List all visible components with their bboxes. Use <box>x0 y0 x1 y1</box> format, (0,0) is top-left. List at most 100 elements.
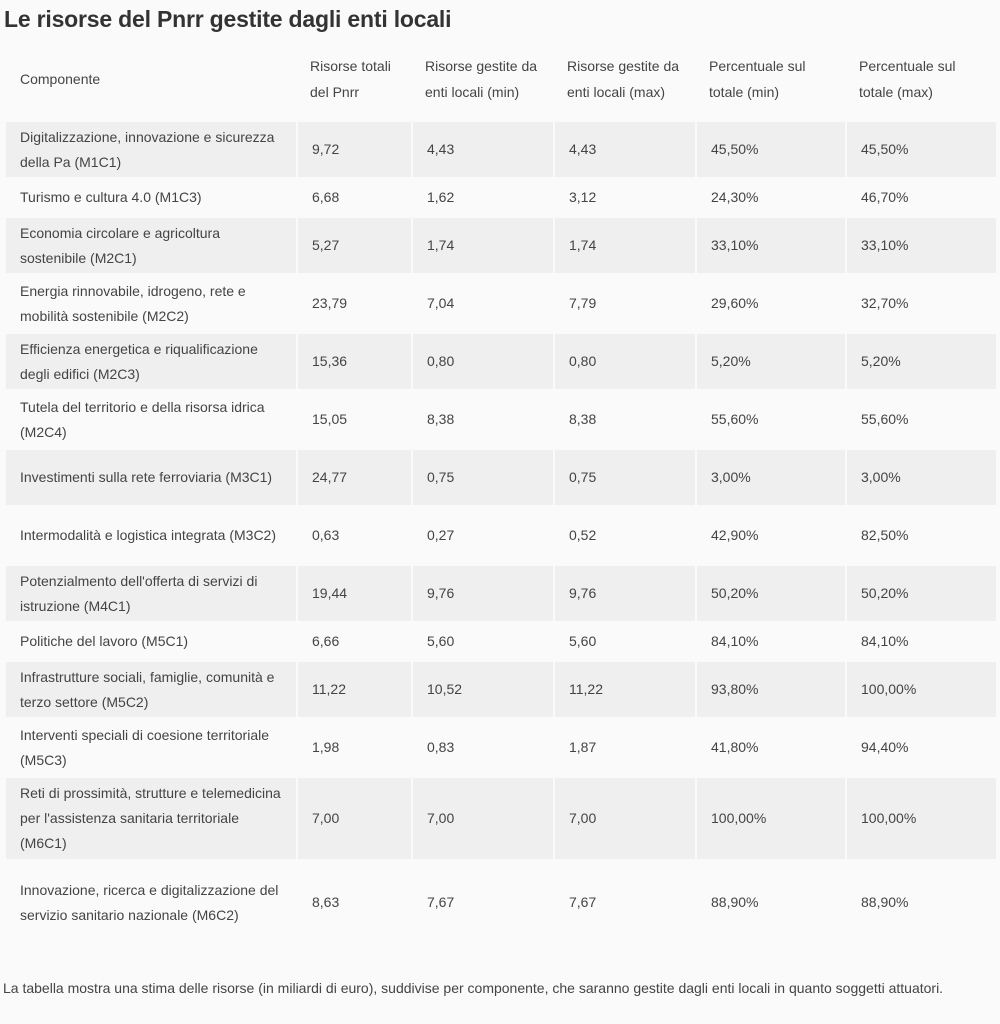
cell-risorse-totali: 11,22 <box>296 659 411 717</box>
cell-percentuale-min: 84,10% <box>695 621 845 659</box>
cell-risorse-max: 9,76 <box>553 563 695 621</box>
cell-componente: Intermodalità e logistica integrata (M3C… <box>6 505 296 563</box>
cell-percentuale-min: 88,90% <box>695 859 845 943</box>
cell-risorse-min: 1,74 <box>411 215 553 273</box>
cell-componente: Potenzialmento dell'offerta di servizi d… <box>6 563 296 621</box>
cell-percentuale-max: 100,00% <box>845 775 996 859</box>
cell-percentuale-max: 32,70% <box>845 273 996 331</box>
resources-table: Componente Risorse totali del Pnrr Risor… <box>6 38 996 943</box>
cell-risorse-totali: 8,63 <box>296 859 411 943</box>
cell-componente: Investimenti sulla rete ferroviaria (M3C… <box>6 447 296 505</box>
table-row: Interventi speciali di coesione territor… <box>6 717 996 775</box>
cell-percentuale-min: 50,20% <box>695 563 845 621</box>
table-row: Intermodalità e logistica integrata (M3C… <box>6 505 996 563</box>
cell-risorse-min: 8,38 <box>411 389 553 447</box>
cell-percentuale-max: 55,60% <box>845 389 996 447</box>
cell-percentuale-min: 55,60% <box>695 389 845 447</box>
cell-percentuale-min: 41,80% <box>695 717 845 775</box>
cell-percentuale-min: 33,10% <box>695 215 845 273</box>
cell-risorse-min: 7,04 <box>411 273 553 331</box>
cell-componente: Energia rinnovabile, idrogeno, rete e mo… <box>6 273 296 331</box>
page-title: Le risorse del Pnrr gestite dagli enti l… <box>4 6 452 32</box>
cell-risorse-totali: 9,72 <box>296 119 411 177</box>
cell-risorse-totali: 0,63 <box>296 505 411 563</box>
cell-percentuale-min: 3,00% <box>695 447 845 505</box>
cell-componente: Infrastrutture sociali, famiglie, comuni… <box>6 659 296 717</box>
cell-risorse-min: 0,83 <box>411 717 553 775</box>
cell-risorse-max: 4,43 <box>553 119 695 177</box>
cell-percentuale-max: 82,50% <box>845 505 996 563</box>
cell-risorse-min: 7,00 <box>411 775 553 859</box>
cell-risorse-max: 7,00 <box>553 775 695 859</box>
cell-percentuale-max: 5,20% <box>845 331 996 389</box>
cell-risorse-min: 9,76 <box>411 563 553 621</box>
cell-componente: Economia circolare e agricoltura sosteni… <box>6 215 296 273</box>
cell-componente: Efficienza energetica e riqualificazione… <box>6 331 296 389</box>
cell-risorse-max: 1,74 <box>553 215 695 273</box>
cell-percentuale-min: 100,00% <box>695 775 845 859</box>
cell-componente: Reti di prossimità, strutture e telemedi… <box>6 775 296 859</box>
cell-componente: Interventi speciali di coesione territor… <box>6 717 296 775</box>
cell-percentuale-min: 42,90% <box>695 505 845 563</box>
cell-risorse-totali: 7,00 <box>296 775 411 859</box>
cell-risorse-totali: 6,66 <box>296 621 411 659</box>
cell-percentuale-max: 50,20% <box>845 563 996 621</box>
cell-risorse-min: 4,43 <box>411 119 553 177</box>
cell-componente: Turismo e cultura 4.0 (M1C3) <box>6 177 296 215</box>
cell-risorse-min: 0,27 <box>411 505 553 563</box>
cell-percentuale-min: 93,80% <box>695 659 845 717</box>
cell-risorse-min: 7,67 <box>411 859 553 943</box>
table-row: Infrastrutture sociali, famiglie, comuni… <box>6 659 996 717</box>
cell-risorse-max: 0,80 <box>553 331 695 389</box>
table-row: Digitalizzazione, innovazione e sicurezz… <box>6 119 996 177</box>
table-row: Innovazione, ricerca e digitalizzazione … <box>6 859 996 943</box>
header-risorse-min: Risorse gestite da enti locali (min) <box>425 57 538 100</box>
cell-risorse-totali: 6,68 <box>296 177 411 215</box>
cell-percentuale-max: 33,10% <box>845 215 996 273</box>
cell-percentuale-max: 84,10% <box>845 621 996 659</box>
table-row: Tutela del territorio e della risorsa id… <box>6 389 996 447</box>
cell-percentuale-max: 94,40% <box>845 717 996 775</box>
cell-risorse-totali: 19,44 <box>296 563 411 621</box>
cell-risorse-max: 11,22 <box>553 659 695 717</box>
cell-percentuale-min: 45,50% <box>695 119 845 177</box>
cell-risorse-min: 10,52 <box>411 659 553 717</box>
cell-risorse-max: 7,67 <box>553 859 695 943</box>
cell-componente: Innovazione, ricerca e digitalizzazione … <box>6 859 296 943</box>
table-body: Digitalizzazione, innovazione e sicurezz… <box>6 119 996 943</box>
cell-componente: Politiche del lavoro (M5C1) <box>6 621 296 659</box>
cell-percentuale-min: 5,20% <box>695 331 845 389</box>
cell-percentuale-min: 29,60% <box>695 273 845 331</box>
cell-risorse-max: 8,38 <box>553 389 695 447</box>
cell-percentuale-max: 3,00% <box>845 447 996 505</box>
table-row: Efficienza energetica e riqualificazione… <box>6 331 996 389</box>
cell-risorse-max: 7,79 <box>553 273 695 331</box>
cell-risorse-min: 5,60 <box>411 621 553 659</box>
cell-risorse-totali: 23,79 <box>296 273 411 331</box>
cell-risorse-max: 0,75 <box>553 447 695 505</box>
table-row: Reti di prossimità, strutture e telemedi… <box>6 775 996 859</box>
cell-risorse-totali: 1,98 <box>296 717 411 775</box>
cell-componente: Tutela del territorio e della risorsa id… <box>6 389 296 447</box>
cell-componente: Digitalizzazione, innovazione e sicurezz… <box>6 119 296 177</box>
table-header-row: Componente Risorse totali del Pnrr Risor… <box>6 38 996 119</box>
cell-risorse-totali: 5,27 <box>296 215 411 273</box>
cell-risorse-totali: 15,05 <box>296 389 411 447</box>
cell-risorse-max: 3,12 <box>553 177 695 215</box>
cell-risorse-max: 0,52 <box>553 505 695 563</box>
cell-percentuale-max: 88,90% <box>845 859 996 943</box>
cell-risorse-min: 0,80 <box>411 331 553 389</box>
cell-risorse-totali: 24,77 <box>296 447 411 505</box>
cell-percentuale-max: 45,50% <box>845 119 996 177</box>
cell-risorse-min: 0,75 <box>411 447 553 505</box>
cell-percentuale-min: 24,30% <box>695 177 845 215</box>
cell-percentuale-max: 100,00% <box>845 659 996 717</box>
table-row: Politiche del lavoro (M5C1) 6,66 5,60 5,60 8… <box>6 621 996 659</box>
table-row: Turismo e cultura 4.0 (M1C3) 6,68 1,62 3,12… <box>6 177 996 215</box>
header-risorse-max: Risorse gestite da enti locali (max) <box>567 57 680 100</box>
table-row: Investimenti sulla rete ferroviaria (M3C… <box>6 447 996 505</box>
header-percentuale-min: Percentuale sul totale (min) <box>709 57 806 100</box>
table-row: Potenzialmento dell'offerta di servizi d… <box>6 563 996 621</box>
cell-risorse-max: 5,60 <box>553 621 695 659</box>
cell-percentuale-max: 46,70% <box>845 177 996 215</box>
